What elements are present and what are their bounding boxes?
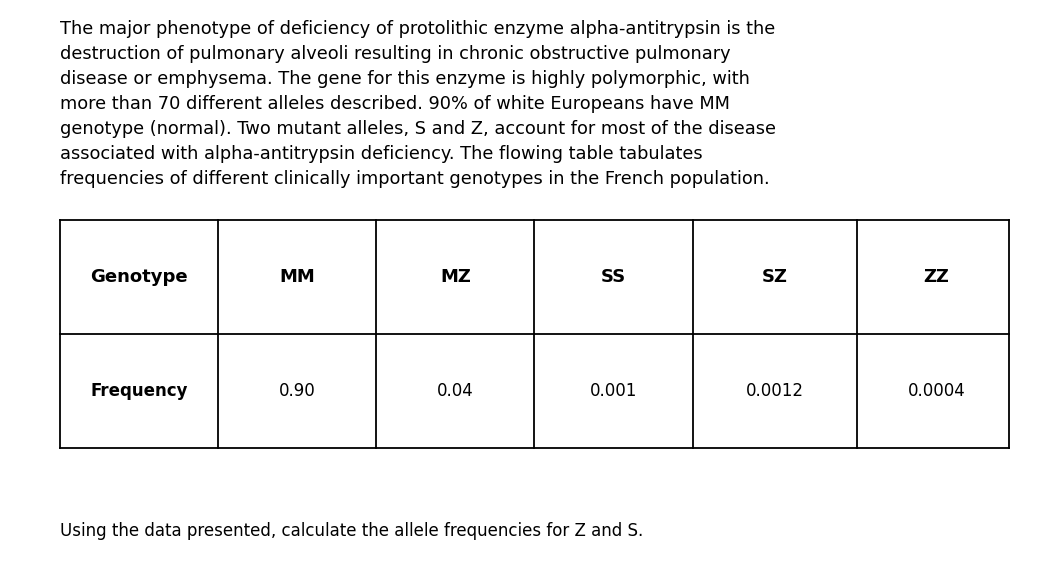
Text: Using the data presented, calculate the allele frequencies for Z and S.: Using the data presented, calculate the … xyxy=(60,521,643,540)
Text: Genotype: Genotype xyxy=(90,268,188,286)
Text: 0.0004: 0.0004 xyxy=(908,382,965,400)
Text: 0.001: 0.001 xyxy=(590,382,637,400)
Text: SZ: SZ xyxy=(762,268,788,286)
Text: SS: SS xyxy=(601,268,627,286)
Text: 0.04: 0.04 xyxy=(437,382,474,400)
Text: ZZ: ZZ xyxy=(923,268,949,286)
Text: Frequency: Frequency xyxy=(90,382,188,400)
Text: MZ: MZ xyxy=(440,268,471,286)
Text: The major phenotype of deficiency of protolithic enzyme alpha-antitrypsin is the: The major phenotype of deficiency of pro… xyxy=(60,20,776,188)
Text: 0.90: 0.90 xyxy=(279,382,315,400)
Text: 0.0012: 0.0012 xyxy=(746,382,804,400)
Text: MM: MM xyxy=(279,268,315,286)
